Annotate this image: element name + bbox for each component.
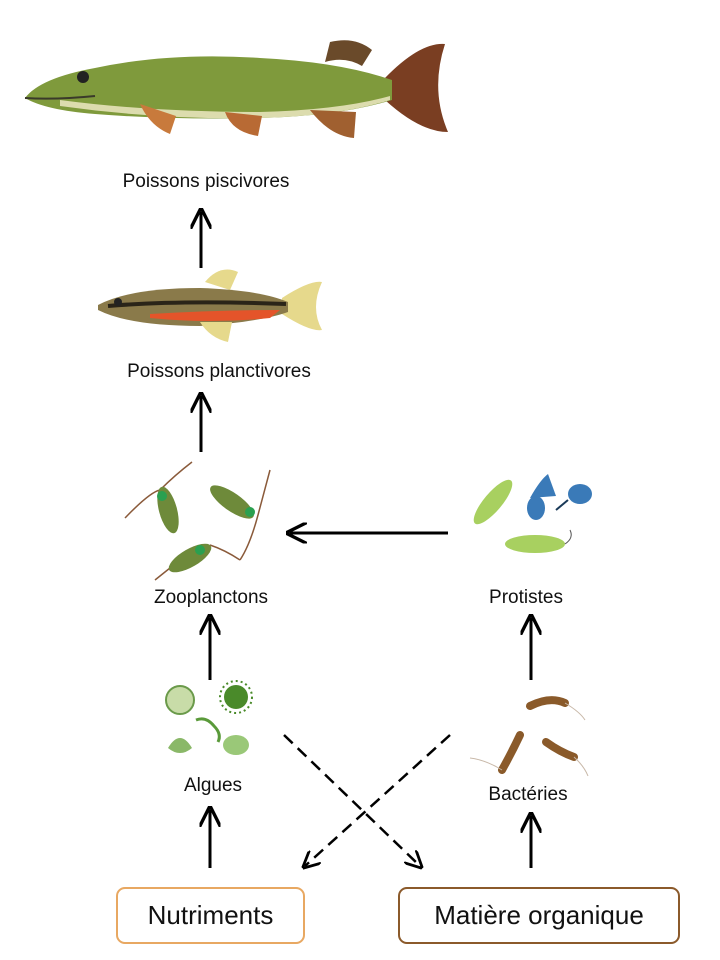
- minnow-stripe: [107, 300, 287, 308]
- pike-pectoral-fin: [140, 104, 176, 134]
- zooplankton-image: [124, 461, 271, 581]
- minnow-eye: [114, 298, 122, 306]
- bacterium: [542, 738, 578, 761]
- alga-round: [165, 685, 195, 715]
- label-zooplanctons: Zooplanctons: [153, 587, 269, 608]
- label-bacteries: Bactéries: [488, 784, 568, 805]
- zooplankton-cell: [210, 485, 254, 519]
- box-matiere-organique: Matière organique: [398, 887, 680, 944]
- bacteria-image: [469, 696, 589, 777]
- label-protistes: Protistes: [489, 587, 563, 608]
- pike-body: [25, 56, 392, 119]
- protist-blue-round: [568, 484, 592, 504]
- minnow-fish-image: [98, 269, 322, 342]
- minnow-tail-fin: [282, 281, 322, 331]
- alga-spiky: [224, 685, 248, 709]
- minnow-pelvic-fin: [200, 322, 232, 342]
- pike-tail-fin: [385, 43, 448, 132]
- box-nutriments: Nutriments: [116, 887, 305, 944]
- minnow-dorsal-fin: [205, 269, 238, 290]
- protist-elongated: [505, 535, 565, 553]
- arrow-algues-to-matiere-dashed: [283, 734, 420, 866]
- protists-image: [473, 474, 592, 553]
- pike-dorsal-fin: [325, 40, 372, 66]
- alga-filament: [195, 717, 221, 743]
- protist-blue: [530, 474, 556, 498]
- protist-euglena: [473, 479, 513, 525]
- box-nutriments-label: Nutriments: [147, 900, 274, 930]
- protist-blue-body: [527, 496, 545, 520]
- bacterium: [498, 731, 524, 774]
- pike-anal-fin: [310, 110, 356, 138]
- label-poissons-piscivores: Poissons piscivores: [122, 171, 290, 192]
- box-matiere-label: Matière organique: [434, 900, 644, 930]
- pike-mouth: [24, 95, 96, 100]
- label-algues: Algues: [183, 775, 243, 796]
- pike-eye: [77, 71, 89, 83]
- pike-pelvic-fin: [225, 112, 262, 136]
- label-poissons-planctivores: Poissons planctivores: [127, 361, 311, 382]
- zooplankton-cells: [157, 485, 255, 573]
- pike-belly: [60, 96, 390, 119]
- pike-fish-image: [24, 40, 448, 138]
- algae-image: [165, 680, 253, 755]
- minnow-red-belly: [150, 310, 280, 321]
- arrow-bacteries-to-nutriments-dashed: [305, 734, 451, 866]
- bacterium: [526, 696, 569, 710]
- alga-oval: [223, 735, 249, 755]
- alga-triangle: [168, 738, 192, 753]
